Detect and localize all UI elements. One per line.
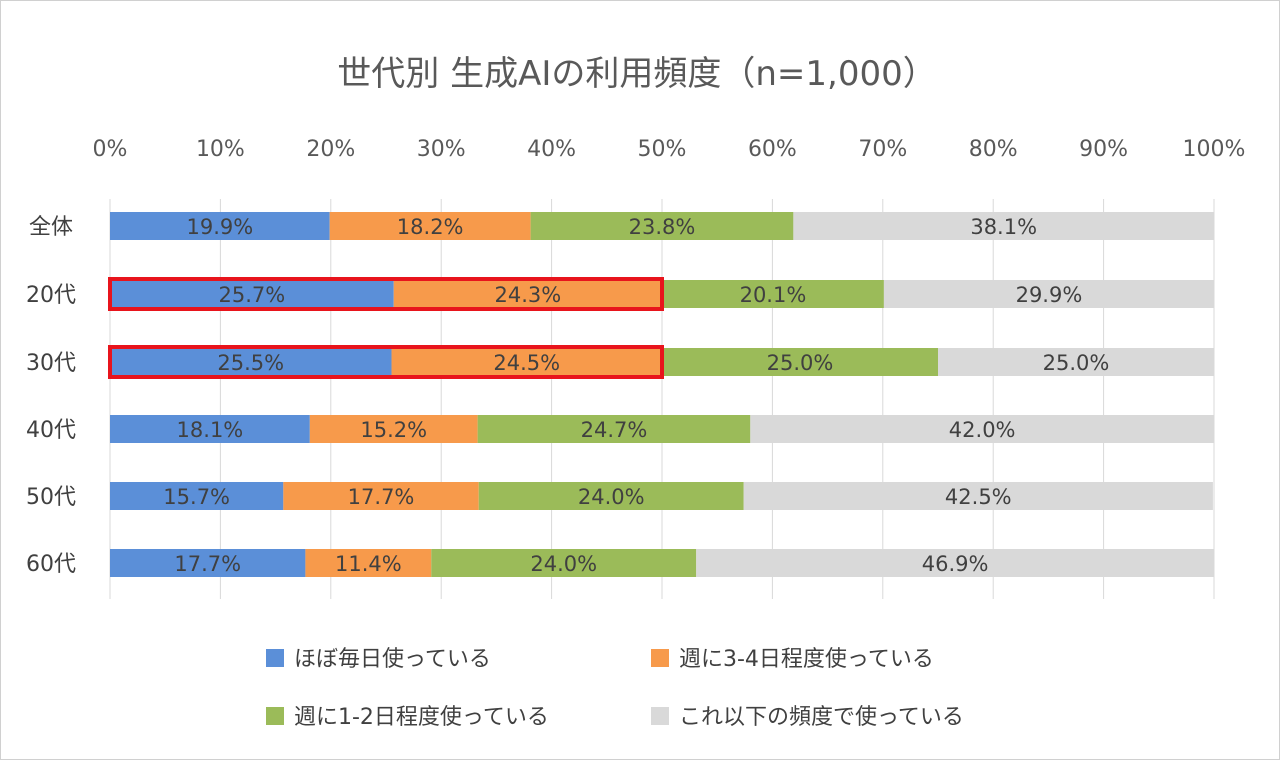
data-label: 25.7% (219, 283, 286, 307)
x-tick-label: 20% (306, 137, 355, 162)
legend-label: これ以下の頻度で使っている (679, 705, 964, 730)
data-label: 19.9% (186, 215, 253, 239)
legend-label: ほぼ毎日使っている (294, 647, 491, 672)
bar-segment (477, 415, 751, 443)
x-tick-label: 90% (1079, 137, 1128, 162)
legend-label: 週に3-4日程度使っている (679, 647, 934, 672)
data-label: 25.0% (767, 351, 834, 375)
bar-segment (431, 549, 697, 577)
chart-title: 世代別 生成AIの利用頻度（n=1,000） (337, 54, 936, 94)
x-tick-label: 30% (417, 137, 466, 162)
category-label: 20代 (26, 283, 76, 308)
data-label: 17.7% (174, 552, 241, 576)
data-label: 24.0% (578, 485, 645, 509)
bar-segment (110, 280, 394, 308)
bar-segment (329, 212, 531, 240)
category-label: 全体 (29, 215, 73, 240)
data-label: 46.9% (922, 552, 989, 576)
data-label: 17.7% (348, 485, 415, 509)
bar-segment (110, 212, 330, 240)
data-label: 24.7% (581, 418, 648, 442)
bar-segment (110, 549, 306, 577)
category-label: 30代 (26, 351, 76, 376)
x-tick-label: 80% (969, 137, 1018, 162)
legend-swatch (266, 649, 284, 667)
bar-segment (883, 280, 1214, 308)
data-label: 24.5% (493, 351, 560, 375)
x-axis-ticks: 0% 10% 20% 30% 40% 50% 60% 70% 80% 90% 100% (93, 137, 1246, 162)
data-label: 24.3% (495, 283, 562, 307)
data-label: 38.1% (970, 215, 1037, 239)
highlight-box (108, 345, 664, 379)
category-labels: 全体 20代 30代 40代 50代 60代 (26, 215, 76, 577)
bar-segment (743, 482, 1213, 510)
bar-segment (750, 415, 1214, 443)
bar-segment (110, 482, 284, 510)
x-tick-label: 70% (858, 137, 907, 162)
bar-segment (393, 280, 662, 308)
data-label: 25.5% (217, 351, 284, 375)
bar-segment (662, 348, 938, 376)
data-label: 18.2% (397, 215, 464, 239)
data-label: 15.2% (360, 418, 427, 442)
legend-label: 週に1-2日程度使っている (294, 705, 549, 730)
data-label: 25.0% (1043, 351, 1110, 375)
bar-segment (110, 415, 310, 443)
bar-segment (662, 280, 884, 308)
bar-segment (283, 482, 479, 510)
bar-segment (938, 348, 1214, 376)
data-label: 18.1% (177, 418, 244, 442)
x-tick-label: 60% (748, 137, 797, 162)
bar-segment (305, 549, 432, 577)
x-tick-label: 10% (196, 137, 245, 162)
bar-segment (110, 348, 392, 376)
highlight-box (108, 277, 664, 311)
legend-swatch (651, 707, 669, 725)
data-label: 23.8% (629, 215, 696, 239)
data-label: 24.0% (530, 552, 597, 576)
x-tick-label: 100% (1183, 137, 1246, 162)
gridlines (109, 199, 1215, 599)
data-label: 20.1% (740, 283, 807, 307)
bar-segment (793, 212, 1214, 240)
bar-segment (309, 415, 478, 443)
legend-swatch (651, 649, 669, 667)
category-label: 60代 (26, 552, 76, 577)
data-label: 11.4% (335, 552, 402, 576)
x-tick-label: 0% (93, 137, 128, 162)
bar-segment (530, 212, 794, 240)
data-label: 29.9% (1016, 283, 1083, 307)
data-label: 15.7% (163, 485, 230, 509)
data-label: 42.5% (945, 485, 1012, 509)
bar-segment (391, 348, 662, 376)
legend-swatch (266, 707, 284, 725)
bar-segment (478, 482, 744, 510)
bar-segment (696, 549, 1214, 577)
category-label: 50代 (26, 485, 76, 510)
highlight-boxes (108, 277, 664, 379)
x-tick-label: 50% (638, 137, 687, 162)
x-tick-label: 40% (527, 137, 576, 162)
bars: 19.9% 18.2% 23.8% 38.1% 25.7% 24.3% 20.1% 29.9%… (110, 212, 1214, 577)
data-label: 42.0% (949, 418, 1016, 442)
category-label: 40代 (26, 418, 76, 443)
